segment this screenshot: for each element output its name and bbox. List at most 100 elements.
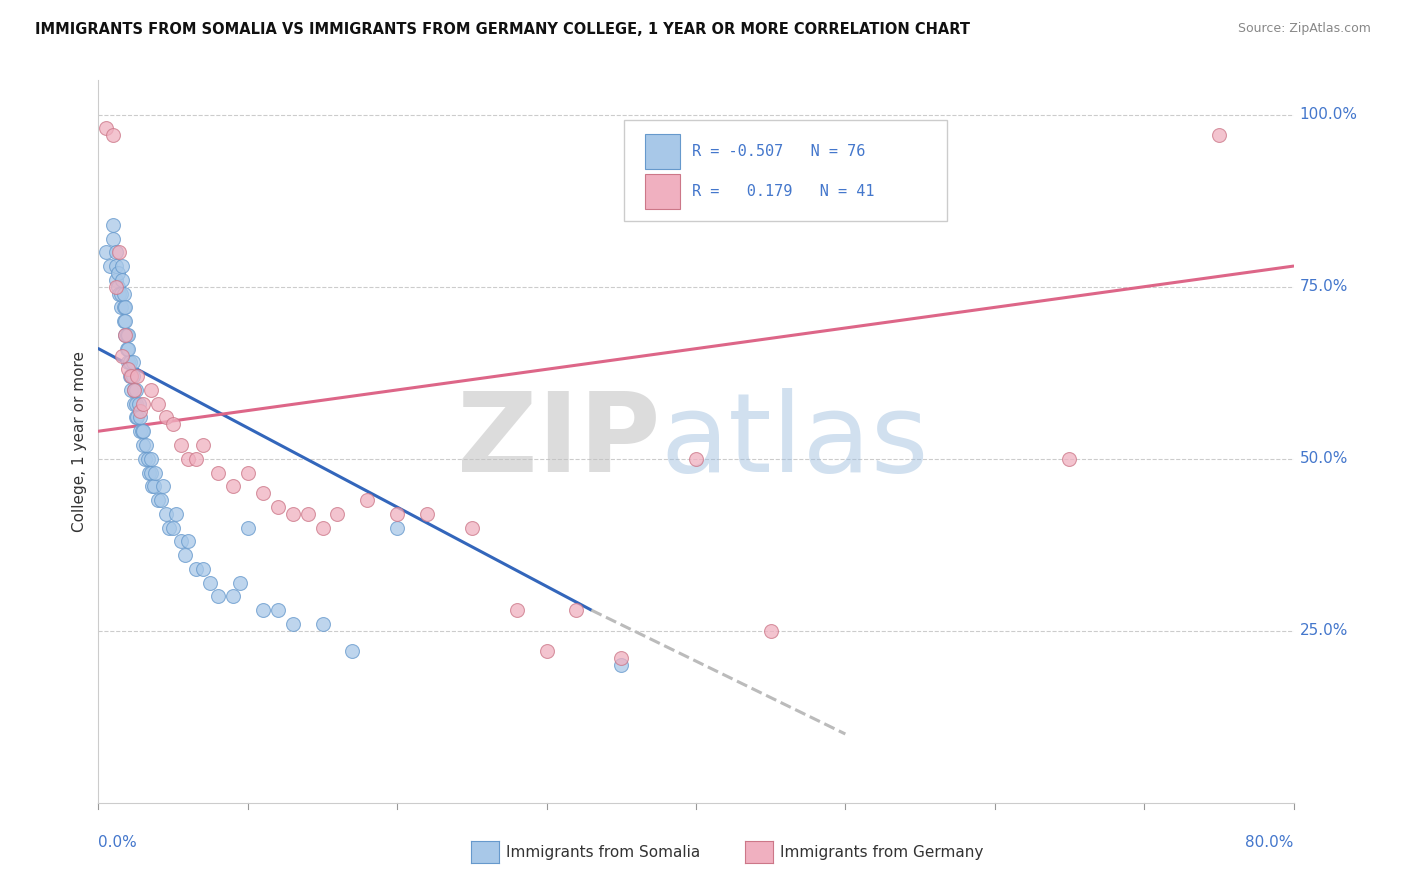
Point: [108, 245, 131, 260]
Point: [129, 410, 152, 425]
Text: 80.0%: 80.0%: [1246, 835, 1294, 850]
Point: [131, 424, 153, 438]
Point: [132, 397, 155, 411]
Point: [105, 279, 128, 293]
Text: 75.0%: 75.0%: [1299, 279, 1348, 294]
Point: [105, 259, 128, 273]
Point: [107, 266, 129, 280]
Point: [169, 438, 191, 452]
Point: [94, 245, 117, 260]
Point: [105, 273, 128, 287]
Point: [117, 362, 139, 376]
Point: [252, 486, 274, 500]
Point: [114, 327, 136, 342]
Point: [114, 314, 136, 328]
Point: [139, 383, 162, 397]
Point: [148, 493, 170, 508]
Point: [157, 520, 180, 534]
Text: Source: ZipAtlas.com: Source: ZipAtlas.com: [1237, 22, 1371, 36]
Point: [128, 397, 150, 411]
Point: [134, 451, 156, 466]
Point: [162, 417, 184, 432]
Point: [118, 369, 141, 384]
Point: [536, 644, 558, 658]
Point: [1059, 451, 1081, 466]
Point: [103, 231, 125, 245]
Text: Immigrants from Somalia: Immigrants from Somalia: [506, 846, 700, 860]
Point: [139, 451, 162, 466]
Point: [281, 616, 304, 631]
FancyBboxPatch shape: [644, 135, 681, 169]
Point: [121, 355, 143, 369]
Point: [150, 493, 173, 508]
Point: [416, 507, 439, 521]
Point: [759, 624, 782, 638]
Point: [177, 451, 200, 466]
Point: [267, 500, 290, 514]
Point: [125, 383, 148, 397]
Point: [207, 466, 229, 480]
Point: [565, 603, 588, 617]
Text: R =   0.179   N = 41: R = 0.179 N = 41: [692, 184, 875, 199]
Point: [94, 121, 117, 136]
Point: [115, 342, 138, 356]
Text: Immigrants from Germany: Immigrants from Germany: [780, 846, 984, 860]
Point: [165, 507, 187, 521]
Point: [169, 534, 191, 549]
Point: [129, 403, 152, 417]
Point: [124, 383, 146, 397]
Point: [136, 451, 159, 466]
Point: [117, 342, 139, 356]
Point: [267, 603, 290, 617]
Point: [114, 301, 136, 315]
Text: atlas: atlas: [661, 388, 928, 495]
Point: [124, 397, 146, 411]
Point: [207, 590, 229, 604]
Point: [105, 245, 128, 260]
Point: [112, 301, 135, 315]
Point: [356, 493, 378, 508]
Point: [125, 410, 148, 425]
Point: [184, 562, 207, 576]
Text: ZIP: ZIP: [457, 388, 661, 495]
Point: [135, 438, 157, 452]
Text: 50.0%: 50.0%: [1299, 451, 1348, 467]
Point: [111, 349, 134, 363]
Point: [117, 355, 139, 369]
Point: [155, 410, 177, 425]
Text: 0.0%: 0.0%: [98, 835, 138, 850]
Point: [129, 424, 152, 438]
Point: [229, 575, 252, 590]
FancyBboxPatch shape: [644, 174, 681, 209]
Point: [112, 286, 135, 301]
Point: [142, 479, 165, 493]
Point: [461, 520, 484, 534]
Point: [1208, 128, 1230, 143]
Point: [610, 658, 633, 673]
Point: [132, 424, 155, 438]
Point: [610, 651, 633, 665]
Point: [155, 507, 177, 521]
Point: [139, 466, 162, 480]
Point: [110, 286, 132, 301]
Point: [118, 355, 141, 369]
Point: [120, 383, 142, 397]
Point: [191, 438, 214, 452]
Point: [107, 279, 129, 293]
Point: [115, 327, 138, 342]
Point: [143, 466, 166, 480]
Point: [117, 327, 139, 342]
Point: [112, 314, 135, 328]
Point: [252, 603, 274, 617]
Text: 100.0%: 100.0%: [1299, 107, 1358, 122]
Point: [191, 562, 214, 576]
Y-axis label: College, 1 year or more: College, 1 year or more: [72, 351, 87, 532]
Text: 25.0%: 25.0%: [1299, 624, 1348, 639]
Point: [120, 369, 142, 384]
Point: [127, 410, 149, 425]
Point: [132, 438, 155, 452]
Point: [385, 507, 409, 521]
Point: [200, 575, 222, 590]
Point: [236, 466, 259, 480]
Point: [177, 534, 200, 549]
